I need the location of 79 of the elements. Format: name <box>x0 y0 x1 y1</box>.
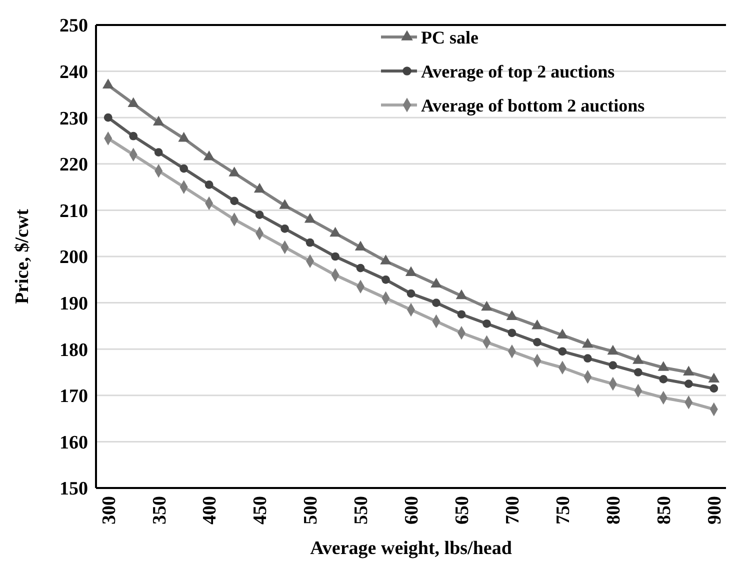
point <box>254 182 266 193</box>
point <box>129 132 138 140</box>
x-tick-label: 900 <box>704 496 726 524</box>
point <box>684 380 693 388</box>
y-tick-label: 210 <box>60 200 88 222</box>
y-tick-label: 240 <box>60 62 88 83</box>
point <box>659 375 668 384</box>
point <box>104 113 112 122</box>
x-tick-label: 450 <box>250 496 272 524</box>
point <box>710 384 718 393</box>
point <box>178 132 190 142</box>
point <box>508 328 516 338</box>
x-axis-title: Average weight, lbs/head <box>310 538 512 559</box>
point <box>255 210 264 220</box>
point <box>306 238 314 247</box>
y-tick-label: 150 <box>60 478 88 500</box>
point <box>354 240 366 250</box>
x-tick-label: 800 <box>604 496 625 524</box>
point <box>128 97 139 107</box>
point <box>607 344 619 355</box>
point <box>279 199 290 209</box>
y-tick-label: 220 <box>60 154 88 176</box>
x-tick-label: 600 <box>402 496 423 524</box>
point <box>204 180 214 189</box>
point <box>584 354 592 363</box>
point <box>632 354 644 364</box>
point <box>456 289 468 300</box>
point <box>152 116 164 126</box>
x-tick-label: 350 <box>149 496 170 524</box>
y-tick-label: 180 <box>60 340 88 361</box>
point <box>382 275 390 284</box>
y-tick-label: 200 <box>60 247 88 268</box>
y-tick-label: 160 <box>60 432 88 454</box>
point <box>683 366 694 376</box>
y-tick-label: 170 <box>60 386 88 408</box>
point <box>708 372 720 382</box>
legend-label: PC sale <box>421 27 478 48</box>
point <box>330 226 341 237</box>
y-tick-label: 230 <box>60 108 88 130</box>
y-tick-label: 250 <box>60 16 88 37</box>
x-tick-label: 550 <box>351 496 372 524</box>
point <box>533 338 542 346</box>
point <box>304 212 316 223</box>
point <box>481 300 492 311</box>
point <box>430 278 442 288</box>
y-tick-label: 190 <box>60 293 88 314</box>
x-tick-label: 650 <box>452 496 474 524</box>
point <box>558 347 567 356</box>
x-tick-label: 850 <box>654 496 676 524</box>
point <box>658 361 670 371</box>
point <box>280 224 289 233</box>
point <box>405 266 417 276</box>
point <box>203 150 215 160</box>
point <box>582 338 594 348</box>
point <box>406 289 416 298</box>
point <box>228 166 240 176</box>
x-tick-label: 300 <box>98 496 120 524</box>
x-tick-label: 500 <box>300 496 322 524</box>
point <box>432 298 440 307</box>
point <box>482 319 491 328</box>
y-axis-title: Price, $/cwt <box>12 208 33 304</box>
point <box>608 361 618 370</box>
point <box>634 368 642 376</box>
legend-label: Average of bottom 2 auctions <box>421 95 645 116</box>
point <box>356 264 365 272</box>
point <box>230 196 238 206</box>
x-tick-label: 400 <box>200 496 221 524</box>
point <box>154 148 163 156</box>
point <box>102 78 114 88</box>
x-tick-label: 700 <box>502 496 524 524</box>
point <box>380 254 392 264</box>
legend-label: Average of top 2 auctions <box>421 61 615 82</box>
point <box>180 164 188 173</box>
point <box>506 310 518 320</box>
point <box>331 252 340 261</box>
point <box>457 310 466 319</box>
point <box>532 319 543 330</box>
x-tick-label: 750 <box>553 496 574 524</box>
point <box>556 328 568 338</box>
